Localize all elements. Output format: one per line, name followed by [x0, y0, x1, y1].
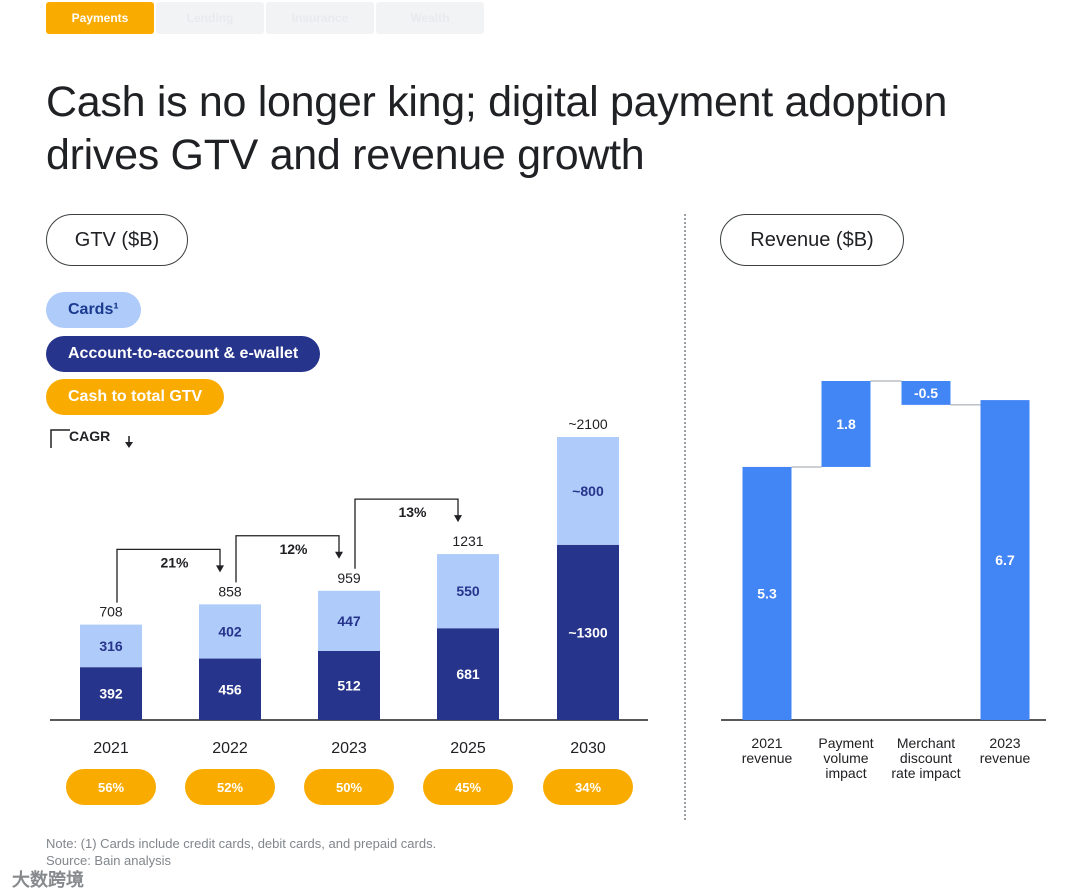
footnote-note: Note: (1) Cards include credit cards, de… [46, 836, 437, 851]
revenue-label-3: 6.7 [995, 552, 1015, 568]
revenue-tick-1-0: Payment [818, 735, 873, 751]
revenue-tick-3-1: revenue [980, 750, 1031, 766]
revenue-tick-2-1: discount [900, 750, 952, 766]
cash-pill-label-2021: 56% [98, 780, 124, 795]
revenue-tick-1-1: volume [823, 750, 868, 766]
cagr-arrowhead-2021-2022 [216, 565, 224, 573]
title-line-2: drives GTV and revenue growth [46, 131, 645, 179]
cash-pill-2022 [185, 769, 275, 805]
watermark: 大数跨境 [12, 870, 84, 890]
cash-pill-2023 [304, 769, 394, 805]
label-cards-2022: 402 [218, 623, 242, 639]
title-line-1: Cash is no longer king; digital payment … [46, 78, 948, 126]
label-total-2021: 708 [99, 604, 123, 620]
cash-pill-2021 [66, 769, 156, 805]
revenue-tick-0-1: revenue [742, 750, 793, 766]
revenue-label-0: 5.3 [757, 585, 777, 601]
label-cards-2025: 550 [456, 583, 480, 599]
cagr-label-2023-2025: 13% [398, 504, 427, 520]
bar-a2a-2023 [318, 651, 380, 720]
tab-lending[interactable]: Lending [156, 2, 264, 34]
footnote-source: Source: Bain analysis [46, 853, 172, 868]
tab-insurance[interactable]: Insurance [266, 2, 374, 34]
bar-a2a-2022 [199, 658, 261, 720]
bar-cards-2022 [199, 604, 261, 659]
bar-a2a-2030 [557, 544, 619, 720]
legend-cash-to-total: Cash to total GTV [46, 379, 225, 415]
bar-cards-2021 [80, 624, 142, 668]
label-a2a-2025: 681 [456, 666, 480, 682]
revenue-label-1: 1.8 [836, 416, 856, 432]
cash-pill-label-2023: 50% [336, 780, 362, 795]
bar-cards-2030 [557, 437, 619, 545]
revenue-label-2: -0.5 [914, 385, 938, 401]
x-tick-2030: 2030 [570, 740, 606, 757]
cagr-arrow-2022-2023 [235, 535, 340, 583]
tab-wealth[interactable]: Wealth [376, 2, 484, 34]
cagr-arrow-2021-2022 [116, 548, 221, 603]
x-tick-2022: 2022 [212, 740, 248, 757]
x-tick-2021: 2021 [93, 740, 129, 757]
cash-pill-label-2022: 52% [217, 780, 243, 795]
panel-divider [684, 214, 686, 820]
label-total-2022: 858 [218, 583, 242, 599]
footnote: Note: (1) Cards include credit cards, de… [46, 835, 436, 869]
label-cards-2021: 316 [99, 638, 123, 654]
bar-cards-2023 [318, 590, 380, 652]
cash-pill-2030 [543, 769, 633, 805]
cagr-arrowhead-2022-2023 [335, 551, 343, 559]
revenue-bar-1 [821, 381, 871, 467]
label-cards-2030: ~800 [572, 483, 604, 499]
revenue-bar-0 [742, 466, 792, 720]
label-a2a-2030: ~1300 [568, 624, 608, 640]
cagr-arrow-2023-2025 [354, 498, 459, 569]
section-tabs: Payments Lending Insurance Wealth [46, 2, 484, 34]
revenue-tick-0-0: 2021 [751, 735, 782, 751]
cagr-label-2022-2023: 12% [279, 541, 308, 557]
bar-a2a-2021 [80, 667, 142, 720]
label-cards-2023: 447 [337, 613, 361, 629]
cash-pill-label-2030: 34% [575, 780, 601, 795]
cash-pill-2025 [423, 769, 513, 805]
x-tick-2025: 2025 [450, 740, 486, 757]
label-a2a-2023: 512 [337, 678, 361, 694]
x-tick-2023: 2023 [331, 740, 367, 757]
tab-payments[interactable]: Payments [46, 2, 154, 34]
revenue-bar-2 [901, 381, 951, 405]
cash-pill-label-2025: 45% [455, 780, 481, 795]
label-total-2023: 959 [337, 570, 361, 586]
revenue-tick-2-0: Merchant [897, 735, 955, 751]
label-total-2030: ~2100 [568, 416, 608, 432]
label-total-2025: 1231 [452, 533, 483, 549]
bar-cards-2025 [437, 554, 499, 629]
label-a2a-2022: 456 [218, 681, 242, 697]
bar-a2a-2025 [437, 628, 499, 720]
revenue-header: Revenue ($B) [720, 214, 904, 266]
gtv-header: GTV ($B) [46, 214, 188, 266]
page-title: Cash is no longer king; digital payment … [46, 76, 1046, 182]
cagr-arrowhead-2023-2025 [454, 515, 462, 523]
legend-cards: Cards¹ [46, 292, 141, 328]
revenue-tick-1-2: impact [825, 765, 866, 781]
cagr-legend-label: CAGR [69, 428, 111, 444]
legend-a2a-ewallet: Account-to-account & e-wallet [46, 336, 321, 372]
revenue-tick-2-2: rate impact [891, 765, 960, 781]
label-a2a-2021: 392 [99, 686, 123, 702]
revenue-bar-3 [980, 400, 1030, 720]
cagr-label-2021-2022: 21% [160, 554, 189, 570]
revenue-tick-3-0: 2023 [989, 735, 1020, 751]
